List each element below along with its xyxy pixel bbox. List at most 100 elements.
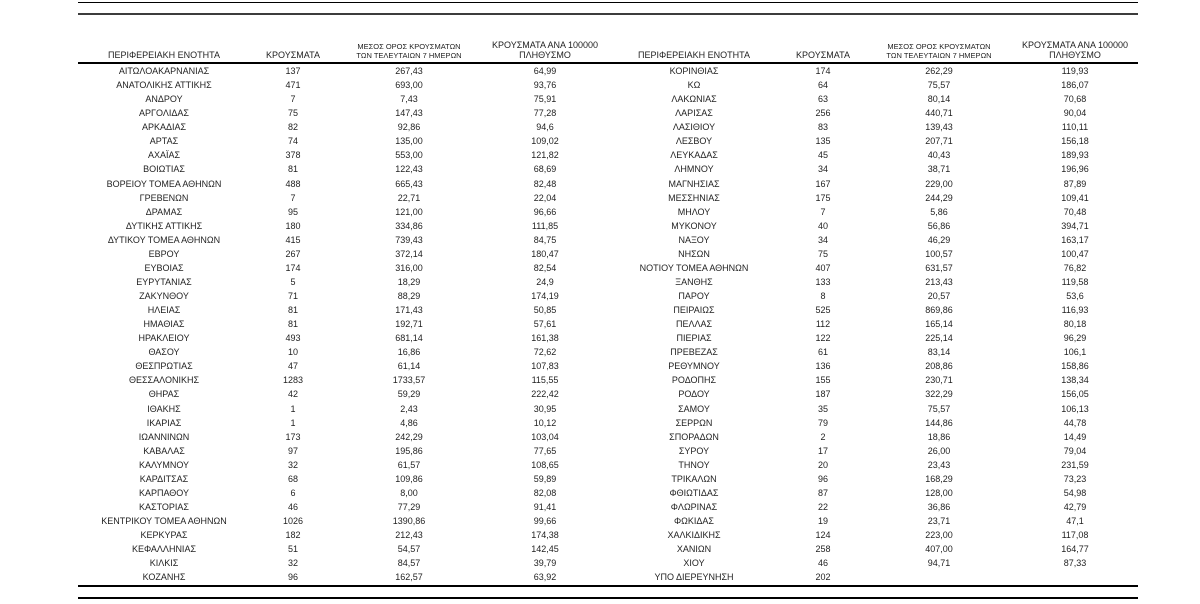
cases-cell: 32 [287,558,298,569]
avg7-cell: 23,43 [927,459,951,470]
table-row: ΒΟΙΩΤΙΑΣ 81 122,43 68,69 ΛΗΜΝΟΥ 34 38,71… [78,162,1138,176]
cases-cell: 267 [285,248,301,259]
avg7-cell: 262,29 [925,66,953,76]
cases-cell: 81 [287,164,298,175]
cases-cell: 81 [287,305,298,316]
cases-cell: 2 [820,431,826,442]
per100k-cell: 42,79 [1063,501,1087,512]
per100k-cell: 116,93 [1061,305,1089,316]
header-per100k-left: ΚΡΟΥΣΜΑΤΑ ΑΝΑ 100000 ΠΛΗΘΥΣΜΟ [482,40,608,60]
per100k-cell: 76,82 [1063,262,1087,273]
per100k-cell: 100,47 [1061,248,1089,259]
region-cell: ΔΥΤΙΚΟΥ ΤΟΜΕΑ ΑΘΗΝΩΝ [107,234,221,245]
cases-cell: 5 [290,276,296,287]
per100k-cell: 70,48 [1063,206,1087,217]
cases-cell: 182 [285,530,301,541]
region-cell: ΑΡΚΑΔΙΑΣ [141,122,187,133]
avg7-cell: 192,71 [395,319,423,330]
per100k-cell: 90,04 [1063,108,1087,119]
region-cell: ΘΗΡΑΣ [148,389,180,400]
per100k-cell: 111,85 [531,220,559,231]
per100k-cell: 107,83 [531,361,559,372]
region-cell: ΕΥΒΟΙΑΣ [144,262,184,273]
region-cell: ΣΥΡΟΥ [678,445,710,456]
per100k-cell: 106,1 [1063,347,1087,358]
table-row: ΚΕΝΤΡΙΚΟΥ ΤΟΜΕΑ ΑΘΗΝΩΝ 1026 1390,86 99,6… [78,514,1138,528]
region-cell: ΔΥΤΙΚΗΣ ΑΤΤΙΚΗΣ [125,220,203,231]
cases-cell: 64 [817,80,828,91]
avg7-cell: 869,86 [925,305,953,316]
region-cell: ΛΕΥΚΑΔΑΣ [670,150,718,161]
avg7-cell: 16,86 [397,347,421,358]
region-cell: ΙΚΑΡΙΑΣ [146,417,182,428]
per100k-cell: 163,17 [1061,234,1089,245]
cases-cell: 82 [287,122,298,133]
cases-cell: 22 [817,501,828,512]
cases-cell: 471 [285,80,301,91]
per100k-cell: 156,05 [1061,389,1089,400]
cases-cell: 136 [815,361,831,372]
per100k-cell: 87,33 [1063,558,1087,569]
region-cell: ΚΑΡΔΙΤΣΑΣ [139,473,189,484]
per100k-cell: 96,66 [533,206,557,217]
per100k-cell: 108,65 [531,459,559,470]
table-row: ΚΕΦΑΛΛΗΝΙΑΣ 51 54,57 142,45 ΧΑΝΙΩΝ 258 4… [78,542,1138,556]
cases-cell: 46 [817,558,828,569]
avg7-cell: 56,86 [927,220,951,231]
region-cell: ΔΡΑΜΑΣ [145,206,183,217]
per100k-cell: 174,38 [531,530,559,541]
cases-cell: 258 [815,544,831,555]
table-row: ΕΥΡΥΤΑΝΙΑΣ 5 18,29 24,9 ΞΑΝΘΗΣ 133 213,4… [78,275,1138,289]
header-per100k-right: ΚΡΟΥΣΜΑΤΑ ΑΝΑ 100000 ΠΛΗΘΥΣΜΟ [1012,40,1138,60]
region-cell: ΑΝΑΤΟΛΙΚΗΣ ΑΤΤΙΚΗΣ [116,80,212,91]
per100k-cell: 103,04 [531,431,559,442]
avg7-cell: 121,00 [395,206,423,217]
header-per100k-left-line2: ΠΛΗΘΥΣΜΟ [519,50,571,60]
cases-cell: 135 [815,136,831,147]
header-region-right: ΠΕΡΙΦΕΡΕΙΑΚΗ ΕΝΟΤΗΤΑ [637,50,751,60]
header-cases-left: ΚΡΟΥΣΜΑΤΑ [266,50,320,60]
per100k-cell: 70,68 [1063,94,1087,105]
region-cell: ΝΗΣΩΝ [678,248,710,259]
per100k-cell: 93,76 [533,80,557,91]
per100k-cell: 117,08 [1061,530,1089,541]
region-cell: ΜΗΛΟΥ [677,206,711,217]
cases-cell: 6 [290,487,296,498]
table-row: ΚΟΖΑΝΗΣ 96 162,57 63,92 ΥΠΟ ΔΙΕΡΕΥΝΗΣΗ 2… [78,570,1138,584]
cases-cell: 71 [287,291,298,301]
per100k-cell: 180,47 [531,248,559,259]
cases-cell: 63 [817,94,828,105]
avg7-cell: 165,14 [925,319,953,330]
per100k-cell: 394,71 [1061,220,1089,231]
avg7-cell: 1390,86 [392,516,426,526]
cases-cell: 40 [817,220,828,231]
cases-cell: 122 [815,333,831,344]
cases-cell: 61 [817,347,828,358]
region-cell: ΕΥΡΥΤΑΝΙΑΣ [136,276,192,287]
per100k-cell: 138,34 [1061,375,1089,386]
table-body: ΑΙΤΩΛΟΑΚΑΡΝΑΝΙΑΣ 137 267,43 64,99 ΚΟΡΙΝΘ… [78,64,1138,584]
table-row: ΑΡΤΑΣ 74 135,00 109,02 ΛΕΣΒΟΥ 135 207,71… [78,134,1138,148]
regional-cases-table: ΠΕΡΙΦΕΡΕΙΑΚΗ ΕΝΟΤΗΤΑ ΚΡΟΥΣΜΑΤΑ ΜΕΣΟΣ ΟΡΟ… [78,33,1138,584]
per100k-cell: 82,54 [533,262,557,273]
per100k-cell: 84,75 [533,234,557,245]
per100k-cell: 119,58 [1061,276,1089,287]
per100k-cell: 82,48 [533,178,557,189]
table-row: ΒΟΡΕΙΟΥ ΤΟΜΕΑ ΑΘΗΝΩΝ 488 665,43 82,48 ΜΑ… [78,177,1138,191]
avg7-cell: 162,57 [395,572,423,583]
per100k-cell: 50,85 [533,305,557,316]
cases-cell: 46 [287,501,298,512]
table-row: ΚΑΒΑΛΑΣ 97 195,86 77,65 ΣΥΡΟΥ 17 26,00 7… [78,444,1138,458]
per100k-cell: 72,62 [533,347,557,358]
region-cell: ΕΒΡΟΥ [148,248,180,259]
per100k-cell: 54,98 [1063,487,1087,498]
region-cell: ΚΑΣΤΟΡΙΑΣ [139,501,189,512]
region-cell: ΑΝΔΡΟΥ [145,94,183,105]
region-cell: ΦΘΙΩΤΙΔΑΣ [669,487,719,498]
bottom-rule-1 [78,585,1138,587]
region-cell: ΚΕΡΚΥΡΑΣ [140,530,188,541]
avg7-cell: 334,86 [395,220,423,231]
region-cell: ΚΩ [687,80,701,91]
region-cell: ΞΑΝΘΗΣ [675,276,713,287]
header-per100k-right-line1: ΚΡΟΥΣΜΑΤΑ ΑΝΑ 100000 [1022,40,1128,50]
